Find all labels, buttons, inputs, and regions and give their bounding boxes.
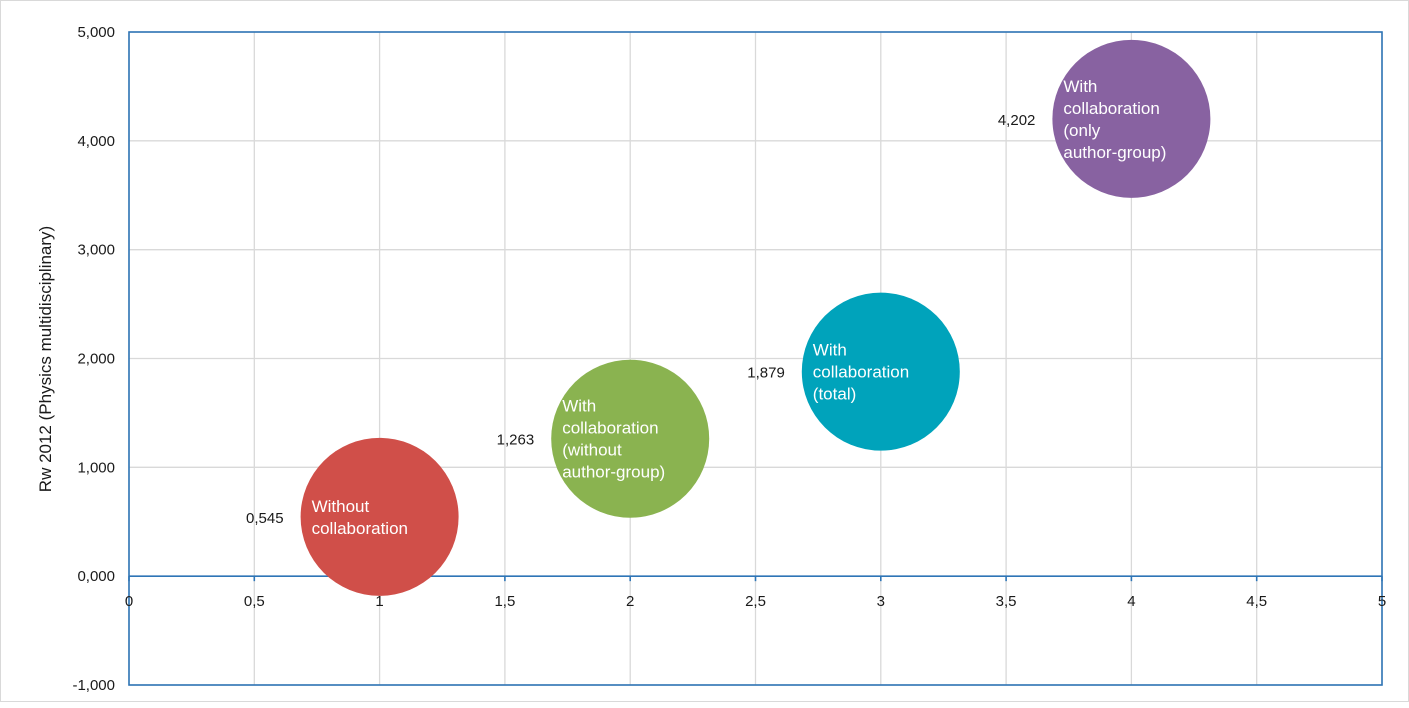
- y-axis-title: Rw 2012 (Physics multidisciplinary): [36, 226, 55, 492]
- bubble: [801, 292, 960, 451]
- data-value-label: 0,545: [246, 510, 284, 527]
- bubble-label-line: (without: [562, 441, 622, 460]
- plot-area-border: [128, 31, 1383, 686]
- x-tick-label: 1: [375, 593, 383, 610]
- bubble-label-line: collaboration: [1063, 99, 1159, 118]
- y-tick-label: 2,000: [77, 351, 115, 368]
- x-tick-label: 4,5: [1246, 593, 1267, 610]
- tick-label-layer: 0 0,5 1 1,5 2 2,5 3 3,5 4 4,5 5 -1,000 0,000 1,000 2,0…: [72, 24, 1386, 694]
- y-tick-label: 1,000: [77, 459, 115, 476]
- x-tick-label: 5: [1378, 593, 1386, 610]
- bubble-label-line: collaboration: [562, 419, 658, 438]
- bubble-label-line: (total): [813, 385, 856, 404]
- x-tick-label: 3,5: [996, 593, 1017, 610]
- y-tick-label: 0,000: [77, 568, 115, 585]
- data-value-label: 1,263: [497, 432, 535, 449]
- x-tick-label: 4: [1127, 593, 1135, 610]
- y-tick-label: 4,000: [77, 133, 115, 150]
- x-tick-label: 3: [877, 593, 885, 610]
- data-value-label: 1,879: [747, 365, 785, 382]
- x-tick-label: 2,5: [745, 593, 766, 610]
- y-tick-label: -1,000: [72, 677, 115, 694]
- x-tick-label: 1,5: [494, 593, 515, 610]
- bubble-label-line: With: [1063, 77, 1097, 96]
- bubble: [300, 437, 459, 596]
- data-value-label: 4,202: [998, 112, 1036, 129]
- bubble-layer: Without collaboration 0,545 With collaborati…: [246, 39, 1211, 596]
- x-tick-label: 2: [626, 593, 634, 610]
- y-tick-label: 3,000: [77, 242, 115, 259]
- bubble-label-line: (only: [1063, 121, 1100, 140]
- bubble-label-line: author-group): [1063, 143, 1166, 162]
- bubble-label-line: With: [562, 397, 596, 416]
- bubble-label-line: Without: [312, 497, 370, 516]
- y-tick-label: 5,000: [77, 24, 115, 41]
- bubble: [1052, 39, 1211, 198]
- bubble-label-line: With: [813, 341, 847, 360]
- x-tick-label: 0,5: [244, 593, 265, 610]
- bubble-label-line: collaboration: [813, 363, 909, 382]
- bubble: [551, 359, 710, 518]
- bubble-label-line: author-group): [562, 463, 665, 482]
- bubble-label-line: collaboration: [312, 519, 408, 538]
- x-tick-label: 0: [125, 593, 133, 610]
